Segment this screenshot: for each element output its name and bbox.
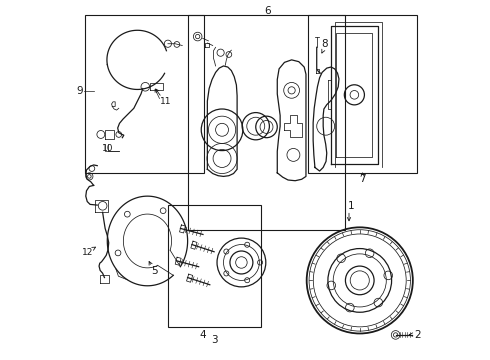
- Text: 9: 9: [77, 86, 83, 96]
- Text: 7: 7: [359, 174, 366, 184]
- Text: 8: 8: [321, 39, 328, 49]
- Text: 11: 11: [160, 96, 171, 105]
- Text: 6: 6: [264, 6, 270, 17]
- Text: 1: 1: [347, 201, 354, 211]
- Text: 4: 4: [199, 330, 206, 340]
- Text: 2: 2: [414, 329, 420, 339]
- Text: 10: 10: [102, 144, 114, 153]
- Text: 3: 3: [211, 334, 218, 345]
- Text: 12: 12: [82, 248, 94, 257]
- Text: 5: 5: [151, 266, 158, 276]
